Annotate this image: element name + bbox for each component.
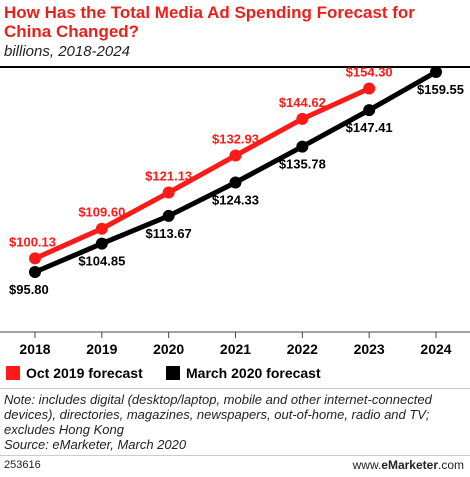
- data-point: [363, 104, 376, 117]
- data-label: $121.13: [145, 169, 192, 184]
- legend-swatch-red: [6, 366, 20, 380]
- data-label: $104.85: [78, 254, 125, 269]
- data-label: $100.13: [9, 234, 56, 249]
- data-point: [162, 186, 175, 199]
- data-label: $132.93: [212, 132, 259, 147]
- x-tick-label: 2020: [153, 341, 184, 357]
- data-point: [95, 222, 108, 235]
- x-axis: 2018 2019 2020 2021 2022 2023 2024: [0, 331, 470, 357]
- legend-swatch-black: [166, 366, 180, 380]
- chart-subtitle: billions, 2018-2024: [4, 43, 130, 60]
- brand-suffix: .com: [437, 458, 464, 472]
- data-point: [229, 176, 242, 189]
- data-point: [29, 266, 41, 278]
- data-label: $159.55: [417, 82, 464, 97]
- data-label: $144.62: [279, 95, 326, 110]
- data-label: $109.60: [78, 205, 125, 220]
- footer-divider: [0, 455, 470, 456]
- legend-label: Oct 2019 forecast: [26, 365, 143, 381]
- x-tick-label: 2024: [420, 341, 451, 357]
- source-text: Source: eMarketer, March 2020: [4, 437, 187, 452]
- data-point: [296, 140, 309, 153]
- notes-block: Note: includes digital (desktop/laptop, …: [4, 392, 466, 452]
- x-tick-label: 2021: [220, 341, 251, 357]
- top-divider: [0, 66, 470, 68]
- data-label: $154.30: [346, 64, 393, 79]
- brand-prefix: www.: [352, 458, 382, 472]
- data-point: [363, 82, 376, 95]
- series-line: [33, 86, 371, 261]
- legend-label: March 2020 forecast: [186, 365, 321, 381]
- x-tick-label: 2019: [86, 341, 117, 357]
- chart-title: How Has the Total Media Ad Spending Fore…: [4, 3, 415, 41]
- data-point: [296, 112, 309, 125]
- data-labels: $95.80 $104.85 $113.67 $124.33 $135.78 $147.4…: [9, 64, 464, 297]
- x-tick-label: 2023: [354, 341, 385, 357]
- legend-item-oct-2019: Oct 2019 forecast: [6, 365, 143, 381]
- x-tick-label: 2018: [19, 341, 50, 357]
- brand-url: www.eMarketer.com: [353, 458, 464, 472]
- data-point: [162, 209, 175, 222]
- data-point: [430, 66, 442, 78]
- series-points: [29, 66, 442, 278]
- data-label: $124.33: [212, 192, 259, 207]
- data-point: [95, 237, 108, 250]
- note-text: Note: includes digital (desktop/laptop, …: [4, 392, 432, 437]
- legend-item-march-2020: March 2020 forecast: [166, 365, 321, 381]
- data-label: $113.67: [146, 226, 192, 241]
- series-lines: [33, 69, 438, 275]
- data-label: $95.80: [9, 282, 49, 297]
- data-label: $147.41: [346, 120, 393, 135]
- brand-name: eMarketer: [381, 458, 438, 472]
- series-line: [34, 69, 438, 275]
- data-point: [29, 252, 41, 265]
- notes-divider: [0, 388, 470, 389]
- x-tick-label: 2022: [287, 341, 318, 357]
- chart-id: 253616: [4, 459, 41, 471]
- data-label: $135.78: [279, 157, 326, 172]
- line-chart: 2018 2019 2020 2021 2022 2023 2024 $95.80 $104.…: [0, 64, 470, 357]
- data-point: [229, 149, 242, 162]
